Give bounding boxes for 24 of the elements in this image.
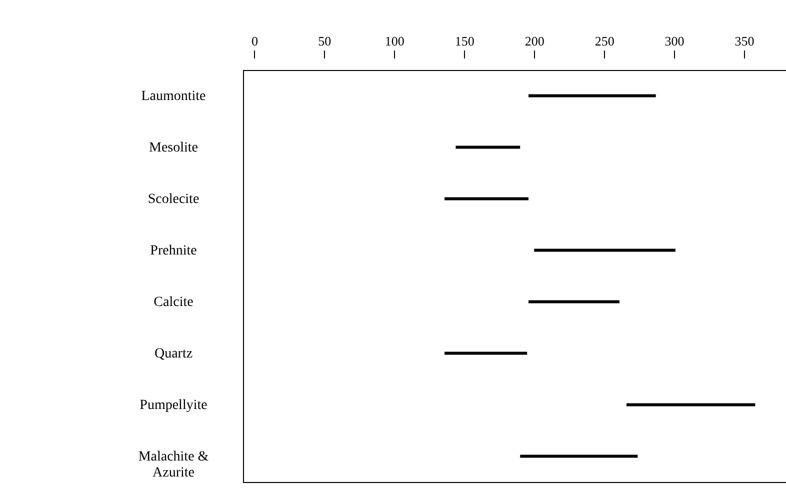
x-tick-label: 200	[524, 34, 544, 48]
bar	[528, 94, 656, 98]
y-tick-label: Mesolite	[149, 140, 198, 156]
bar	[444, 352, 528, 355]
x-tick-label: 100	[384, 34, 404, 48]
x-tick-label: 300	[664, 34, 684, 48]
x-tick-label: 250	[594, 34, 614, 48]
y-tick-label: Malachite & Azurite	[138, 449, 209, 480]
y-tick-label: Prehnite	[150, 243, 197, 258]
bar	[528, 300, 620, 304]
bar	[456, 146, 520, 149]
bar	[534, 248, 676, 252]
y-tick-label: Pumpellyite	[140, 398, 208, 413]
x-tick-label: 0	[251, 34, 258, 48]
bar	[626, 403, 756, 406]
y-tick-label: Laumontite	[141, 88, 206, 104]
y-tick-label: Scolecite	[148, 192, 200, 207]
x-tick-label: 50	[318, 34, 332, 48]
bar	[444, 197, 528, 200]
bar	[520, 454, 638, 458]
x-tick-label: 350	[734, 34, 754, 48]
y-tick-label: Quartz	[154, 346, 193, 362]
y-tick-label: Calcite	[154, 294, 194, 310]
x-tick-label: 150	[454, 34, 474, 48]
